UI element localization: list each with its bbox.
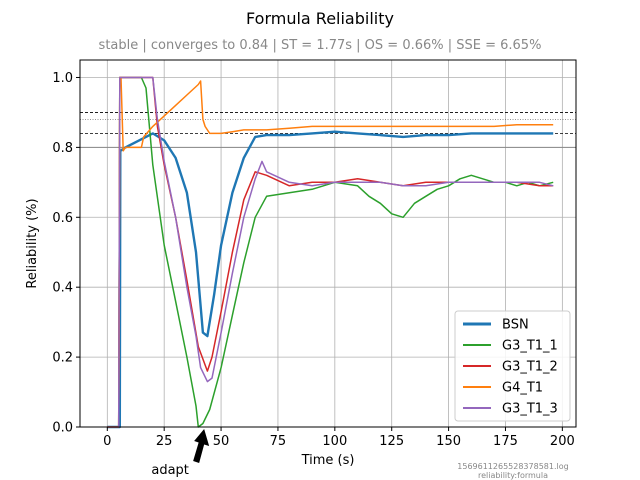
footnote-log: 1569611265528378581.log bbox=[457, 462, 568, 471]
series-line-g4-t1 bbox=[107, 76, 554, 428]
y-tick-label: 0.6 bbox=[52, 211, 73, 226]
series-line-g3-t1-3 bbox=[107, 76, 554, 428]
chart-subtitle: stable | converges to 0.84 | ST = 1.77s … bbox=[99, 38, 542, 53]
legend-label-g4-t1: G4_T1 bbox=[502, 381, 543, 396]
x-tick-label: 200 bbox=[550, 434, 575, 449]
footnote-metric: reliability:formula bbox=[478, 471, 548, 480]
y-tick-label: 0.0 bbox=[52, 421, 73, 436]
x-tick-label: 50 bbox=[213, 434, 230, 449]
adapt-arrow-icon bbox=[193, 429, 210, 463]
legend: BSN G3_T1_1 G3_T1_2 G4_T1 G3_T1_3 bbox=[454, 310, 571, 422]
x-tick-label: 75 bbox=[270, 434, 287, 449]
y-tick-label: 0.4 bbox=[52, 281, 73, 296]
series-line-g3-t1-1 bbox=[107, 76, 554, 428]
legend-label-g3-t1-2: G3_T1_2 bbox=[502, 360, 558, 375]
x-axis-label: Time (s) bbox=[301, 453, 355, 468]
adapt-annotation: adapt bbox=[151, 429, 210, 478]
legend-label-g3-t1-3: G3_T1_3 bbox=[502, 402, 558, 417]
reference-lines bbox=[80, 112, 576, 148]
x-tick-label: 150 bbox=[436, 434, 461, 449]
legend-label-g3-t1-1: G3_T1_1 bbox=[502, 339, 558, 354]
y-axis: 0.0 0.2 0.4 0.6 0.8 1.0 bbox=[52, 71, 80, 436]
series-layer bbox=[107, 76, 554, 429]
x-tick-label: 175 bbox=[493, 434, 518, 449]
x-tick-label: 125 bbox=[379, 434, 404, 449]
x-tick-label: 100 bbox=[322, 434, 347, 449]
adapt-label: adapt bbox=[151, 463, 189, 478]
legend-box bbox=[454, 310, 571, 422]
y-axis-label: Reliability (%) bbox=[25, 198, 40, 288]
legend-label-bsn: BSN bbox=[502, 318, 529, 333]
x-tick-label: 25 bbox=[156, 434, 173, 449]
x-tick-label: 0 bbox=[103, 434, 111, 449]
axes-frame bbox=[79, 59, 577, 428]
x-axis: 0 25 50 75 100 125 150 175 200 bbox=[103, 427, 575, 449]
y-tick-label: 1.0 bbox=[52, 71, 73, 86]
y-tick-label: 0.2 bbox=[52, 351, 73, 366]
y-tick-label: 0.8 bbox=[52, 141, 73, 156]
chart-title: Formula Reliability bbox=[246, 9, 394, 28]
series-line-bsn bbox=[107, 130, 554, 429]
